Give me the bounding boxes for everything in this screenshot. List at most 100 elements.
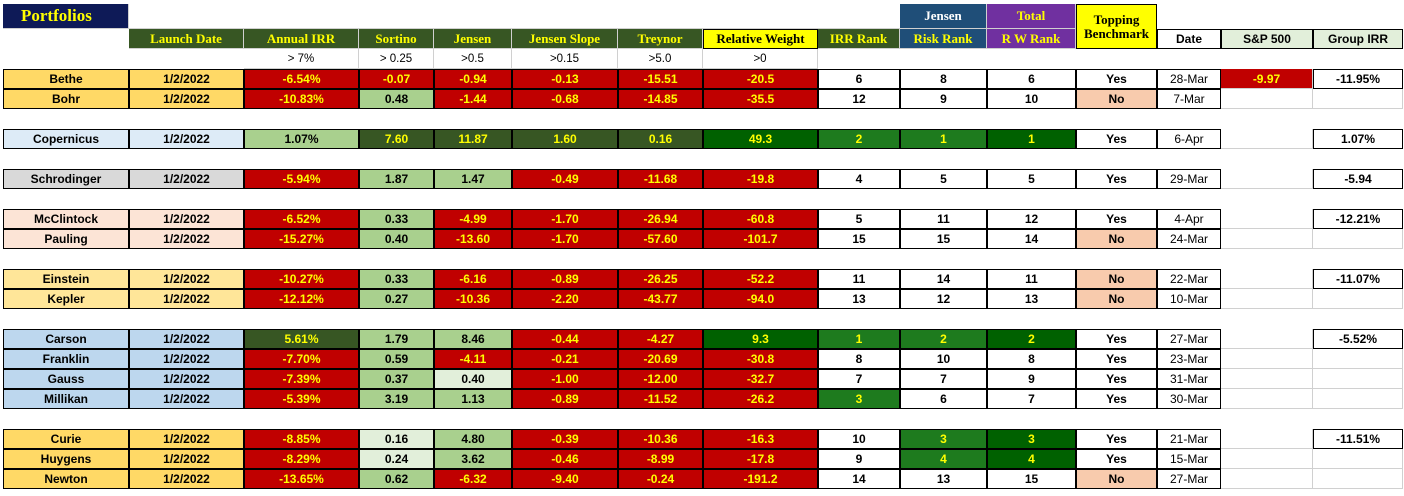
cell-twrank[interactable]: 1 [987,129,1076,149]
cell-weight[interactable]: -35.5 [703,89,818,109]
cell-launch[interactable]: 1/2/2022 [129,89,244,109]
cell-sortino[interactable]: 0.62 [359,469,434,489]
cell-group[interactable]: 1.07% [1313,129,1403,149]
cell-sortino[interactable]: 0.37 [359,369,434,389]
cell-irr-rank[interactable]: 15 [818,229,900,249]
cell-jrank[interactable]: 6 [900,389,987,409]
cell-date[interactable]: 27-Mar [1157,469,1221,489]
cell-irr-rank[interactable]: 12 [818,89,900,109]
cell-slope[interactable]: -0.89 [512,269,618,289]
cell-sortino[interactable]: 0.48 [359,89,434,109]
cell-topping[interactable]: No [1076,229,1157,249]
cell-treynor[interactable]: -57.60 [618,229,703,249]
cell-name[interactable]: Copernicus [3,129,129,149]
cell-sortino[interactable]: 0.33 [359,269,434,289]
cell-sortino[interactable]: 3.19 [359,389,434,409]
cell-date[interactable]: 30-Mar [1157,389,1221,409]
cell-slope[interactable]: -2.20 [512,289,618,309]
cell-date[interactable]: 4-Apr [1157,209,1221,229]
cell-sp500[interactable] [1221,369,1313,389]
cell-name[interactable]: Pauling [3,229,129,249]
cell-group[interactable] [1313,89,1403,109]
cell-jensen[interactable]: -6.32 [434,469,512,489]
cell-irr-rank[interactable]: 8 [818,349,900,369]
cell-treynor[interactable]: -4.27 [618,329,703,349]
cell-slope[interactable]: -0.89 [512,389,618,409]
cell-topping[interactable]: Yes [1076,389,1157,409]
cell-treynor[interactable]: -14.85 [618,89,703,109]
cell-sp500[interactable]: -9.97 [1221,69,1313,89]
cell-weight[interactable]: -60.8 [703,209,818,229]
cell-launch[interactable]: 1/2/2022 [129,269,244,289]
cell-jensen[interactable]: -0.94 [434,69,512,89]
cell-slope[interactable]: -1.00 [512,369,618,389]
cell-weight[interactable]: -26.2 [703,389,818,409]
cell-name[interactable]: Carson [3,329,129,349]
cell-irr-rank[interactable]: 5 [818,209,900,229]
cell-name[interactable]: Huygens [3,449,129,469]
cell-topping[interactable]: Yes [1076,209,1157,229]
cell-treynor[interactable]: -10.36 [618,429,703,449]
cell-irr[interactable]: -13.65% [244,469,359,489]
cell-irr-rank[interactable]: 7 [818,369,900,389]
cell-slope[interactable]: -9.40 [512,469,618,489]
cell-name[interactable]: Einstein [3,269,129,289]
cell-launch[interactable]: 1/2/2022 [129,449,244,469]
cell-irr-rank[interactable]: 9 [818,449,900,469]
cell-weight[interactable]: -30.8 [703,349,818,369]
cell-treynor[interactable]: -0.24 [618,469,703,489]
cell-group[interactable]: -5.94 [1313,169,1403,189]
cell-treynor[interactable]: -11.68 [618,169,703,189]
cell-twrank[interactable]: 7 [987,389,1076,409]
cell-slope[interactable]: -0.21 [512,349,618,369]
cell-launch[interactable]: 1/2/2022 [129,69,244,89]
cell-sortino[interactable]: -0.07 [359,69,434,89]
cell-date[interactable]: 27-Mar [1157,329,1221,349]
cell-topping[interactable]: Yes [1076,449,1157,469]
cell-sortino[interactable]: 1.79 [359,329,434,349]
cell-irr[interactable]: -8.29% [244,449,359,469]
cell-sp500[interactable] [1221,329,1313,349]
cell-date[interactable]: 24-Mar [1157,229,1221,249]
cell-sp500[interactable] [1221,129,1313,149]
cell-launch[interactable]: 1/2/2022 [129,169,244,189]
cell-sortino[interactable]: 0.59 [359,349,434,369]
cell-irr-rank[interactable]: 14 [818,469,900,489]
cell-sortino[interactable]: 0.16 [359,429,434,449]
cell-twrank[interactable]: 8 [987,349,1076,369]
cell-irr[interactable]: -5.39% [244,389,359,409]
cell-name[interactable]: Newton [3,469,129,489]
cell-treynor[interactable]: -43.77 [618,289,703,309]
cell-irr-rank[interactable]: 10 [818,429,900,449]
cell-date[interactable]: 23-Mar [1157,349,1221,369]
cell-twrank[interactable]: 11 [987,269,1076,289]
cell-weight[interactable]: 9.3 [703,329,818,349]
cell-treynor[interactable]: -26.94 [618,209,703,229]
cell-launch[interactable]: 1/2/2022 [129,209,244,229]
cell-jrank[interactable]: 8 [900,69,987,89]
cell-treynor[interactable]: -11.52 [618,389,703,409]
cell-treynor[interactable]: -8.99 [618,449,703,469]
cell-irr-rank[interactable]: 3 [818,389,900,409]
cell-twrank[interactable]: 14 [987,229,1076,249]
cell-slope[interactable]: -0.46 [512,449,618,469]
cell-name[interactable]: Curie [3,429,129,449]
cell-group[interactable] [1313,229,1403,249]
cell-slope[interactable]: -1.70 [512,209,618,229]
cell-topping[interactable]: No [1076,269,1157,289]
cell-jrank[interactable]: 9 [900,89,987,109]
cell-jensen[interactable]: 3.62 [434,449,512,469]
cell-weight[interactable]: -20.5 [703,69,818,89]
cell-name[interactable]: McClintock [3,209,129,229]
cell-launch[interactable]: 1/2/2022 [129,349,244,369]
cell-irr-rank[interactable]: 11 [818,269,900,289]
cell-date[interactable]: 15-Mar [1157,449,1221,469]
cell-date[interactable]: 28-Mar [1157,69,1221,89]
cell-treynor[interactable]: 0.16 [618,129,703,149]
cell-topping[interactable]: Yes [1076,169,1157,189]
cell-jensen[interactable]: 1.47 [434,169,512,189]
cell-launch[interactable]: 1/2/2022 [129,369,244,389]
cell-group[interactable] [1313,369,1403,389]
cell-irr[interactable]: -5.94% [244,169,359,189]
cell-date[interactable]: 7-Mar [1157,89,1221,109]
